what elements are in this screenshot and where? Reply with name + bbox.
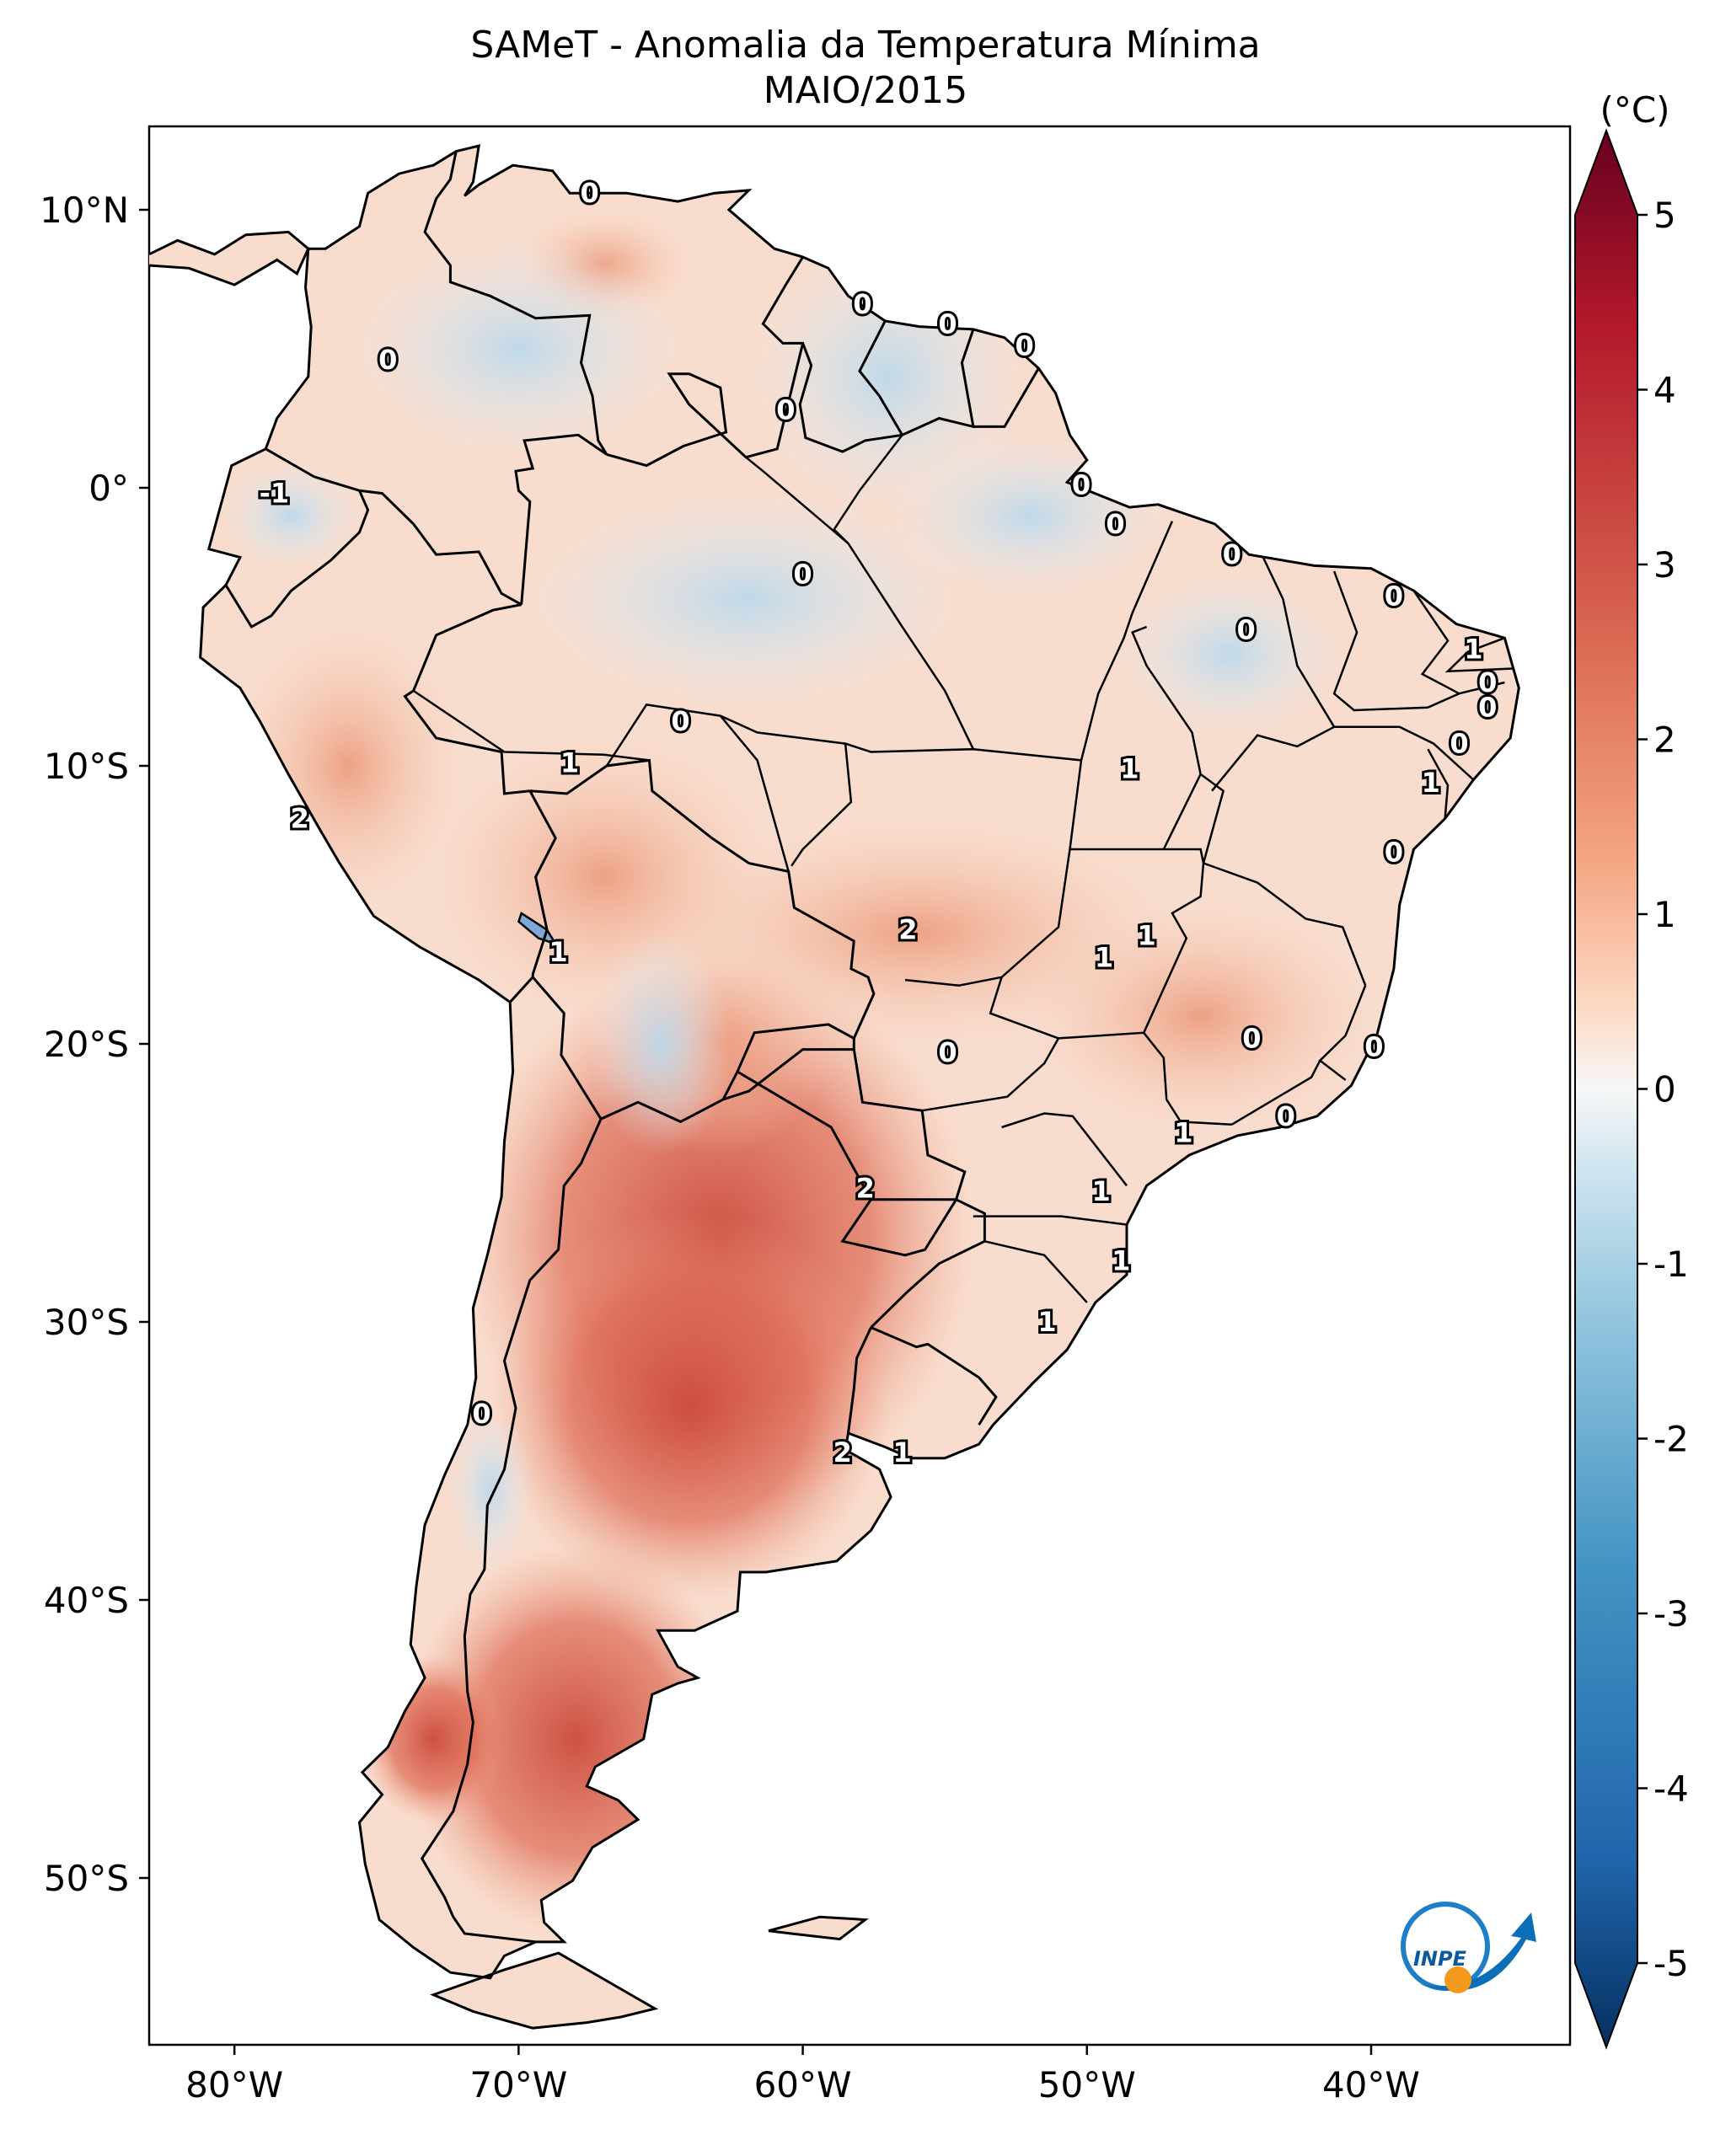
contour-label: 0 — [1450, 728, 1468, 760]
contour-label: 0 — [853, 288, 871, 320]
lon-tick-label: 70°W — [469, 2064, 567, 2105]
contour-label: 2 — [856, 1173, 875, 1205]
contour-label: -1 — [260, 478, 290, 510]
colorbar-tick-label: 3 — [1653, 544, 1676, 586]
colorbar-tick-label: 0 — [1653, 1069, 1676, 1110]
colorbar-tick-label: 1 — [1653, 894, 1676, 935]
contour-label: 0 — [793, 558, 812, 590]
contour-label: 1 — [1120, 752, 1139, 784]
lat-tick-label: 0° — [88, 468, 129, 509]
lon-tick-label: 50°W — [1038, 2064, 1136, 2105]
colorbar-tick-label: 5 — [1653, 195, 1676, 236]
contour-label: 0 — [938, 1036, 957, 1068]
colorbar-unit: (°C) — [1600, 89, 1669, 131]
contour-label: 0 — [378, 344, 397, 376]
contour-label: 0 — [1478, 666, 1497, 698]
latitude-axis: 10°N 0° 10°S 20°S 30°S 40°S 50°S — [40, 190, 149, 1899]
lat-tick-label: 50°S — [44, 1858, 129, 1899]
colorbar-tick-label: -2 — [1653, 1419, 1689, 1460]
contour-label: 0 — [776, 394, 795, 426]
contour-label: 2 — [833, 1436, 852, 1469]
contour-label: 1 — [1112, 1244, 1130, 1276]
contour-label: 1 — [1091, 1175, 1110, 1207]
colorbar-tick-label: 2 — [1653, 720, 1676, 761]
lat-tick-label: 10°N — [40, 190, 129, 231]
lon-tick-label: 80°W — [185, 2064, 283, 2105]
contour-label: 0 — [1223, 538, 1241, 570]
colorbar-tick-label: -5 — [1653, 1943, 1689, 1984]
contour-label: 0 — [671, 705, 689, 737]
contour-label: 0 — [1277, 1100, 1295, 1132]
colorbar-tick-label: -3 — [1653, 1593, 1689, 1634]
contour-label: 0 — [1478, 692, 1497, 724]
contour-label: 2 — [291, 803, 309, 835]
lon-tick-label: 60°W — [754, 2064, 852, 2105]
contour-label: 0 — [472, 1398, 490, 1430]
logo-sun-icon — [1444, 1966, 1471, 1993]
contour-label: 1 — [1422, 767, 1440, 799]
colorbar-tick-label: -1 — [1653, 1244, 1689, 1285]
colorbar-tick-label: 4 — [1653, 370, 1676, 411]
contour-label: 0 — [1385, 580, 1403, 613]
logo-arrow-icon — [1420, 1913, 1536, 1991]
contour-label: 1 — [560, 747, 579, 779]
contour-label: 0 — [938, 308, 957, 340]
contour-label: 0 — [1072, 469, 1091, 501]
contour-label: 0 — [581, 177, 599, 209]
inpe-logo: INPE — [1401, 1902, 1536, 1993]
lat-tick-label: 10°S — [44, 746, 129, 787]
colorbar-ticks: 5 4 3 2 1 0 -1 -2 -3 -4 -5 — [1637, 195, 1689, 1984]
logo-text: INPE — [1413, 1947, 1467, 1971]
contour-label: 0 — [1106, 508, 1124, 540]
contour-label: 0 — [1015, 330, 1033, 362]
contour-label: 1 — [892, 1436, 911, 1469]
lat-tick-label: 30°S — [44, 1302, 129, 1343]
contour-label: 1 — [1137, 919, 1155, 951]
contour-label: 2 — [898, 914, 917, 946]
contour-label: 1 — [549, 936, 567, 968]
contour-label: 0 — [1364, 1030, 1383, 1062]
contour-label: 1 — [1037, 1306, 1056, 1338]
contour-label: 1 — [1095, 942, 1113, 974]
contour-label: 1 — [1464, 633, 1482, 665]
country-borders — [224, 151, 1514, 1944]
colorbar-body — [1574, 128, 1638, 2050]
colorbar-tick-label: -4 — [1653, 1768, 1689, 1810]
contour-label: 1 — [1174, 1117, 1192, 1149]
lon-tick-label: 40°W — [1322, 2064, 1420, 2105]
lat-tick-label: 20°S — [44, 1024, 129, 1065]
contour-label: 0 — [1236, 613, 1255, 645]
map-title: SAMeT - Anomalia da Temperatura Mínima — [470, 24, 1261, 67]
contour-label: 0 — [1385, 836, 1403, 868]
map-subtitle: MAIO/2015 — [763, 69, 968, 112]
contour-label: 0 — [1242, 1022, 1261, 1054]
lat-tick-label: 40°S — [44, 1580, 129, 1621]
longitude-axis: 80°W 70°W 60°W 50°W 40°W — [185, 2045, 1420, 2105]
colorbar: (°C) 5 4 3 2 1 0 -1 -2 -3 -4 -5 — [1574, 89, 1689, 2050]
